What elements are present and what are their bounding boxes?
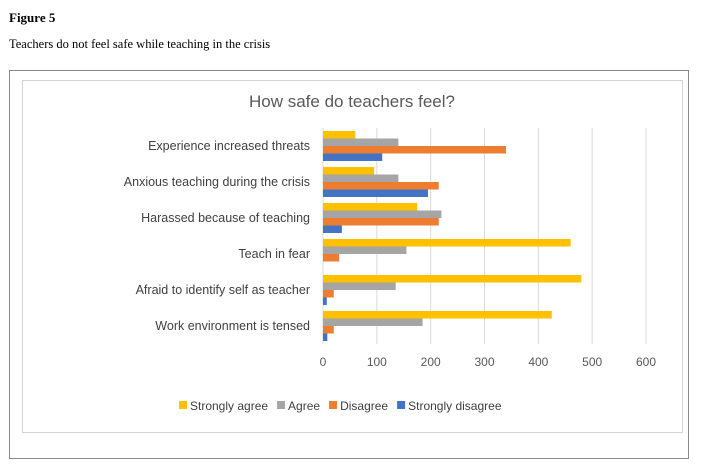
bar-strongly-agree bbox=[323, 203, 418, 211]
bar-disagree bbox=[323, 146, 507, 154]
figure-caption: Teachers do not feel safe while teaching… bbox=[9, 37, 271, 51]
x-tick-label: 400 bbox=[528, 355, 548, 369]
x-tick-label: 500 bbox=[582, 355, 602, 369]
category-label: Harassed because of teaching bbox=[141, 211, 310, 225]
legend-label: Agree bbox=[288, 399, 320, 413]
bar-strongly-disagree bbox=[323, 297, 327, 305]
chart-title: How safe do teachers feel? bbox=[249, 92, 455, 111]
legend-label: Disagree bbox=[340, 399, 388, 413]
x-tick-label: 600 bbox=[636, 355, 656, 369]
figure-label: Figure 5 bbox=[9, 10, 56, 25]
bar-strongly-agree bbox=[323, 131, 356, 139]
bar-disagree bbox=[323, 254, 340, 262]
bar-agree bbox=[323, 246, 407, 254]
category-label: Teach in fear bbox=[238, 247, 310, 261]
legend-swatch bbox=[277, 401, 286, 409]
x-tick-labels: 0 100 200 300 400 500 600 bbox=[320, 355, 657, 369]
bar-agree bbox=[323, 210, 442, 218]
bar-disagree bbox=[323, 182, 439, 190]
bar-strongly-agree bbox=[323, 311, 552, 319]
bar-agree bbox=[323, 174, 399, 182]
x-tick-label: 100 bbox=[367, 355, 387, 369]
bar-strongly-disagree bbox=[323, 333, 328, 341]
legend: Strongly agree Agree Disagree Strongly disa… bbox=[179, 399, 502, 413]
legend-swatch bbox=[179, 401, 187, 409]
category-label: Anxious teaching during the crisis bbox=[124, 175, 310, 189]
gridlines bbox=[322, 128, 647, 344]
legend-label: Strongly agree bbox=[190, 399, 268, 413]
bar-agree bbox=[323, 318, 423, 326]
bar-strongly-agree bbox=[323, 167, 375, 175]
bar-strongly-agree bbox=[323, 275, 582, 283]
bar-agree bbox=[323, 138, 399, 146]
x-tick-label: 0 bbox=[320, 355, 327, 369]
bar-strongly-disagree bbox=[323, 225, 342, 233]
bar-disagree bbox=[323, 326, 334, 334]
legend-swatch bbox=[329, 401, 338, 409]
bar-agree bbox=[323, 282, 396, 290]
outer-frame bbox=[9, 70, 689, 459]
x-tick-label: 300 bbox=[474, 355, 494, 369]
bar-strongly-disagree bbox=[323, 153, 383, 161]
category-label: Work environment is tensed bbox=[155, 319, 310, 333]
bars bbox=[323, 131, 582, 341]
category-label: Experience increased threats bbox=[148, 139, 310, 153]
bar-disagree bbox=[323, 218, 439, 226]
category-labels: Experience increased threats Anxious teac… bbox=[124, 139, 310, 333]
bar-disagree bbox=[323, 290, 334, 298]
x-tick-label: 200 bbox=[421, 355, 441, 369]
bar-strongly-disagree bbox=[323, 189, 428, 197]
bar-strongly-agree bbox=[323, 239, 571, 247]
legend-label: Strongly disagree bbox=[408, 399, 502, 413]
category-label: Afraid to identify self as teacher bbox=[136, 283, 310, 297]
legend-swatch bbox=[397, 401, 406, 409]
